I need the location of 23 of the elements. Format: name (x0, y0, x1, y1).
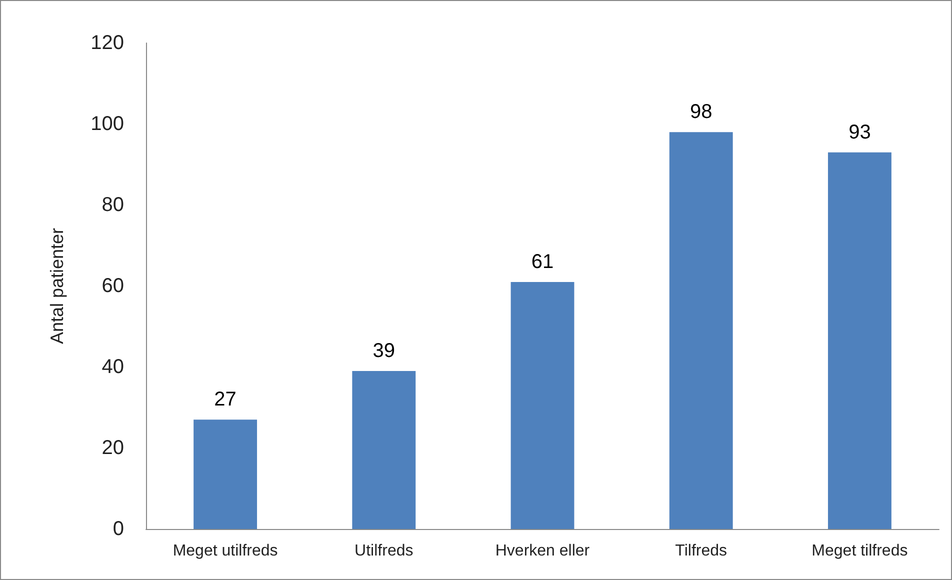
bar (510, 282, 574, 529)
data-label: 61 (531, 250, 554, 273)
data-label: 98 (690, 101, 712, 124)
bar (194, 420, 258, 529)
x-tick-label: Hverken eller (495, 542, 590, 560)
y-axis-title: Antal patienter (47, 228, 67, 344)
data-label: 39 (372, 340, 396, 362)
bar (669, 132, 733, 529)
y-tick-label: 20 (102, 437, 124, 459)
bar (352, 371, 416, 529)
bar (828, 152, 892, 529)
y-tick-label: 60 (102, 275, 124, 297)
x-tick-label: Utilfreds (354, 542, 414, 560)
y-tick-label: 120 (90, 32, 124, 54)
y-tick-label: 100 (90, 113, 124, 135)
x-tick-label: Meget utilfreds (172, 542, 278, 560)
y-tick-label: 0 (112, 518, 124, 540)
y-tick-label: 80 (102, 194, 124, 216)
x-tick-label: Meget tilfreds (812, 542, 908, 560)
data-label: 27 (214, 388, 236, 411)
y-tick-label: 40 (102, 356, 124, 378)
data-label: 93 (848, 121, 871, 144)
x-tick-label: Tilfreds (675, 542, 728, 560)
